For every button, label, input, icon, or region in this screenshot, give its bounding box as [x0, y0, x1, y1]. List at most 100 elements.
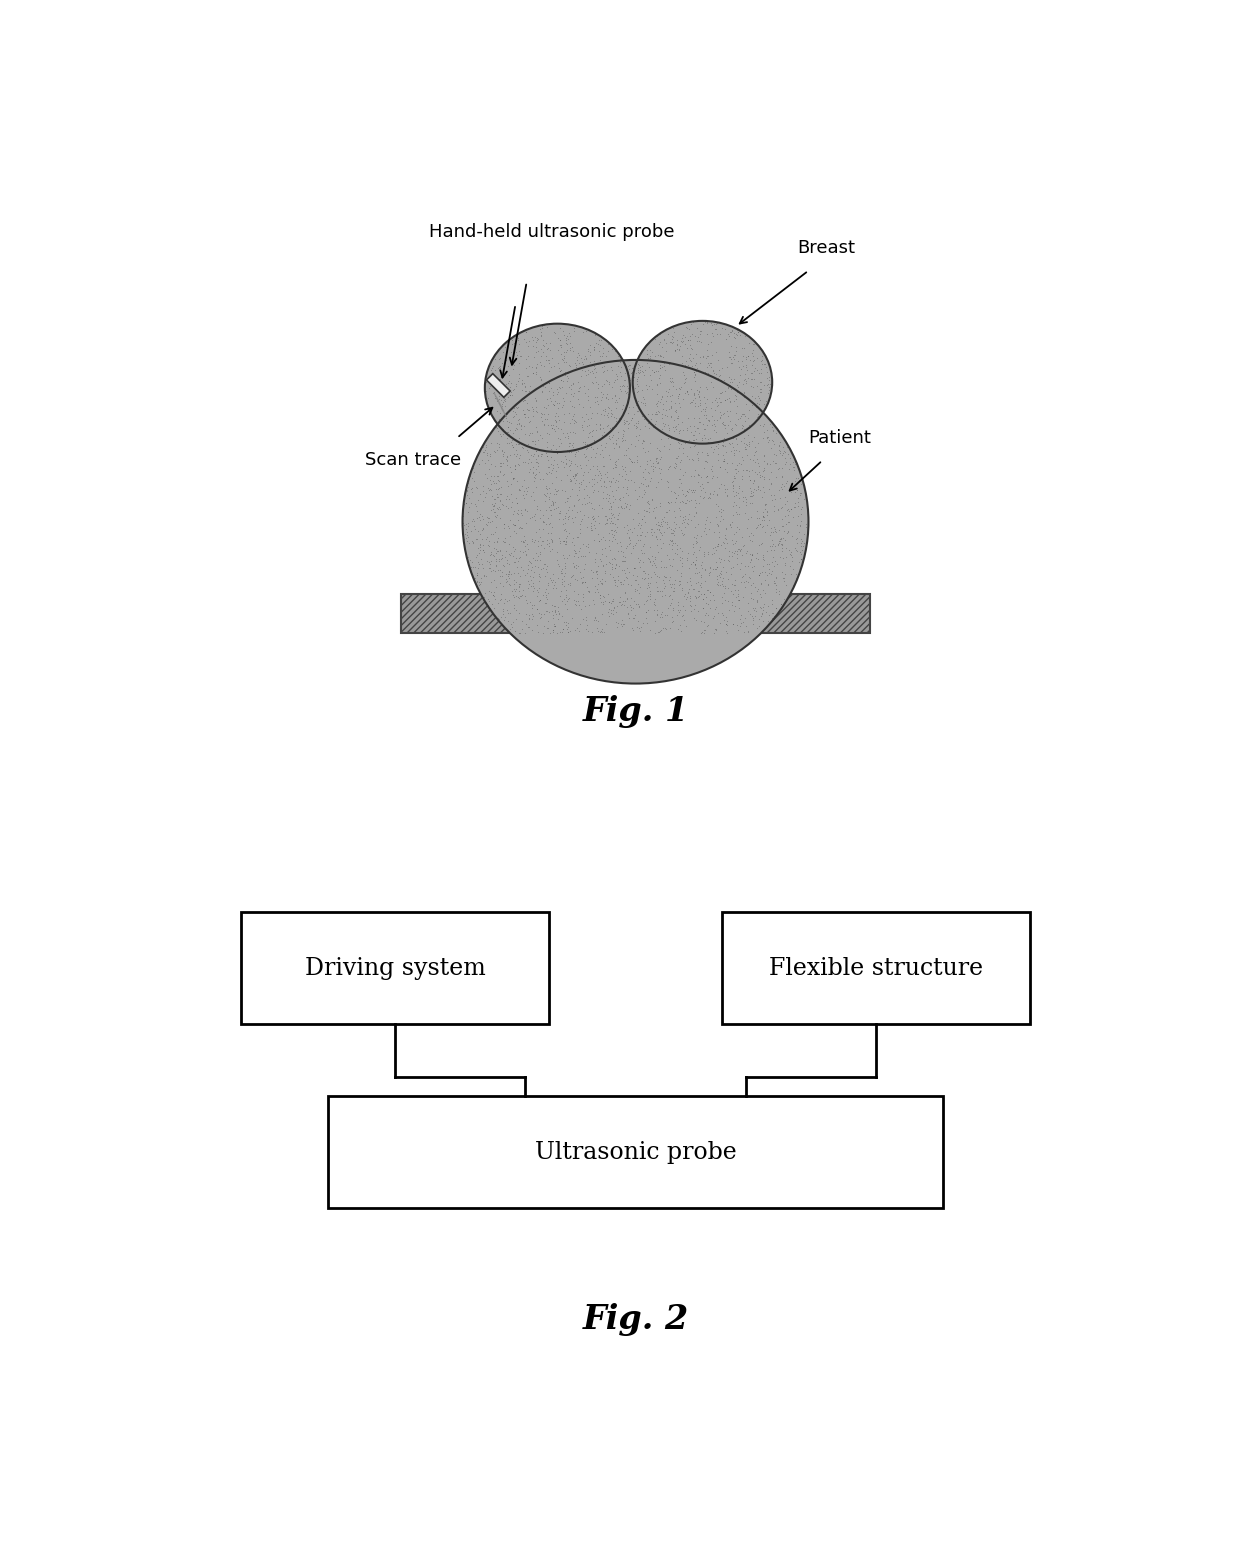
Point	[677, 418, 697, 442]
Point	[621, 360, 641, 385]
Point	[782, 505, 802, 530]
Point	[639, 573, 658, 598]
Point	[515, 539, 534, 564]
Point	[539, 494, 559, 519]
Point	[658, 377, 678, 402]
Point	[606, 428, 626, 453]
Point	[662, 586, 682, 611]
Point	[531, 444, 551, 469]
Point	[591, 433, 611, 458]
Point	[538, 347, 558, 372]
Point	[569, 343, 589, 368]
Point	[642, 340, 662, 365]
Point	[588, 391, 608, 416]
Point	[641, 516, 661, 541]
Point	[591, 385, 611, 410]
Point	[551, 558, 570, 583]
Point	[507, 369, 527, 394]
Point	[515, 379, 534, 404]
Point	[688, 394, 708, 419]
Point	[520, 572, 539, 597]
Point	[614, 374, 634, 399]
Point	[517, 590, 537, 615]
Point	[668, 594, 688, 619]
Point	[753, 601, 773, 626]
Point	[490, 539, 510, 564]
Point	[610, 377, 630, 402]
Point	[787, 503, 807, 528]
Point	[486, 547, 506, 572]
Text: Hand-held ultrasonic probe: Hand-held ultrasonic probe	[429, 223, 675, 240]
Point	[539, 600, 559, 625]
Point	[466, 474, 486, 499]
Point	[491, 388, 511, 413]
Point	[568, 525, 588, 550]
Point	[593, 589, 613, 614]
Point	[708, 390, 728, 414]
Point	[629, 374, 649, 399]
Point	[527, 419, 547, 444]
Point	[775, 552, 795, 576]
Point	[531, 337, 551, 361]
Point	[666, 455, 686, 480]
Point	[563, 564, 583, 589]
Point	[759, 374, 779, 399]
Point	[729, 380, 749, 405]
Point	[552, 374, 572, 399]
Point	[527, 450, 547, 475]
Point	[689, 383, 709, 408]
Point	[558, 572, 578, 597]
Point	[653, 413, 673, 438]
Point	[636, 600, 656, 625]
Point	[709, 385, 729, 410]
Point	[786, 538, 806, 562]
Point	[739, 542, 759, 567]
Point	[464, 566, 484, 590]
Point	[622, 355, 642, 380]
Point	[585, 547, 605, 572]
Point	[693, 609, 713, 634]
Point	[660, 383, 680, 408]
Point	[595, 368, 615, 393]
Point	[503, 611, 523, 636]
Point	[737, 539, 756, 564]
Point	[523, 333, 543, 358]
Point	[539, 379, 559, 404]
Point	[564, 555, 584, 580]
Point	[544, 418, 564, 442]
Point	[636, 372, 656, 397]
Point	[713, 442, 733, 467]
Point	[748, 474, 768, 499]
Point	[573, 606, 593, 631]
Point	[698, 612, 718, 637]
Point	[476, 435, 496, 460]
Point	[759, 427, 779, 452]
Point	[784, 458, 804, 483]
Point	[709, 562, 729, 587]
Point	[547, 478, 567, 503]
Point	[578, 619, 598, 643]
Point	[574, 319, 594, 344]
Point	[542, 514, 562, 539]
Point	[512, 368, 532, 393]
Point	[743, 383, 763, 408]
Point	[516, 422, 536, 447]
Point	[568, 347, 588, 372]
Point	[551, 316, 570, 341]
Point	[670, 598, 689, 623]
Point	[697, 505, 717, 530]
Point	[661, 330, 681, 355]
Point	[582, 444, 601, 469]
Point	[500, 368, 520, 393]
Point	[738, 405, 758, 430]
Point	[562, 469, 582, 494]
Point	[759, 365, 779, 390]
Point	[743, 611, 763, 636]
Point	[672, 351, 692, 375]
Point	[474, 506, 494, 531]
Point	[723, 494, 743, 519]
Point	[673, 441, 693, 466]
Point	[706, 615, 725, 640]
Point	[743, 559, 763, 584]
Point	[582, 424, 601, 449]
